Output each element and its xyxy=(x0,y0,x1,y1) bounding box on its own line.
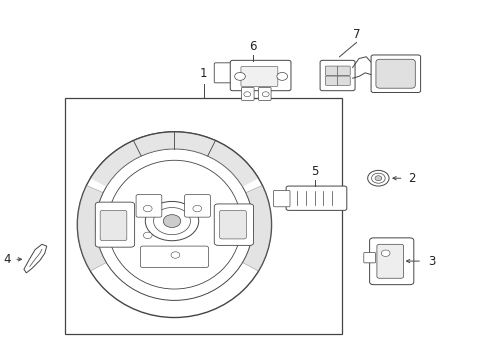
FancyBboxPatch shape xyxy=(273,190,289,207)
Circle shape xyxy=(171,252,180,258)
FancyBboxPatch shape xyxy=(376,244,403,278)
FancyBboxPatch shape xyxy=(363,252,375,263)
Circle shape xyxy=(276,72,287,80)
Circle shape xyxy=(367,170,388,186)
Circle shape xyxy=(163,215,181,228)
Circle shape xyxy=(143,205,152,212)
FancyBboxPatch shape xyxy=(95,202,134,247)
FancyBboxPatch shape xyxy=(214,63,235,83)
FancyBboxPatch shape xyxy=(230,60,290,91)
FancyBboxPatch shape xyxy=(337,66,349,75)
Text: 5: 5 xyxy=(311,165,318,178)
Text: 6: 6 xyxy=(249,40,256,53)
Ellipse shape xyxy=(77,132,271,318)
FancyBboxPatch shape xyxy=(370,55,420,93)
Circle shape xyxy=(192,205,201,212)
Circle shape xyxy=(244,92,250,97)
FancyBboxPatch shape xyxy=(241,66,277,86)
Text: 7: 7 xyxy=(352,28,360,41)
Circle shape xyxy=(371,173,385,183)
FancyBboxPatch shape xyxy=(325,66,337,75)
FancyBboxPatch shape xyxy=(241,87,254,100)
FancyBboxPatch shape xyxy=(285,186,346,210)
Text: 1: 1 xyxy=(200,67,207,80)
FancyBboxPatch shape xyxy=(140,246,208,267)
Text: 2: 2 xyxy=(407,172,415,185)
Circle shape xyxy=(145,202,198,241)
Polygon shape xyxy=(90,132,258,187)
FancyBboxPatch shape xyxy=(258,87,270,100)
FancyBboxPatch shape xyxy=(184,195,210,217)
Polygon shape xyxy=(242,185,271,271)
FancyBboxPatch shape xyxy=(219,210,246,239)
Circle shape xyxy=(381,250,389,256)
Text: 3: 3 xyxy=(427,255,434,267)
FancyBboxPatch shape xyxy=(325,76,337,85)
Ellipse shape xyxy=(96,149,253,300)
FancyBboxPatch shape xyxy=(214,204,253,246)
Ellipse shape xyxy=(107,160,241,289)
Polygon shape xyxy=(24,244,47,273)
FancyBboxPatch shape xyxy=(369,238,413,285)
Circle shape xyxy=(143,232,152,239)
FancyBboxPatch shape xyxy=(337,76,349,85)
Text: 4: 4 xyxy=(3,253,11,266)
FancyBboxPatch shape xyxy=(100,210,126,241)
Polygon shape xyxy=(77,185,106,271)
Circle shape xyxy=(374,176,381,181)
Bar xyxy=(65,98,341,334)
FancyBboxPatch shape xyxy=(136,195,162,217)
Circle shape xyxy=(234,72,245,80)
Circle shape xyxy=(153,207,190,235)
FancyBboxPatch shape xyxy=(375,59,414,88)
Circle shape xyxy=(262,92,268,97)
FancyBboxPatch shape xyxy=(320,60,354,91)
